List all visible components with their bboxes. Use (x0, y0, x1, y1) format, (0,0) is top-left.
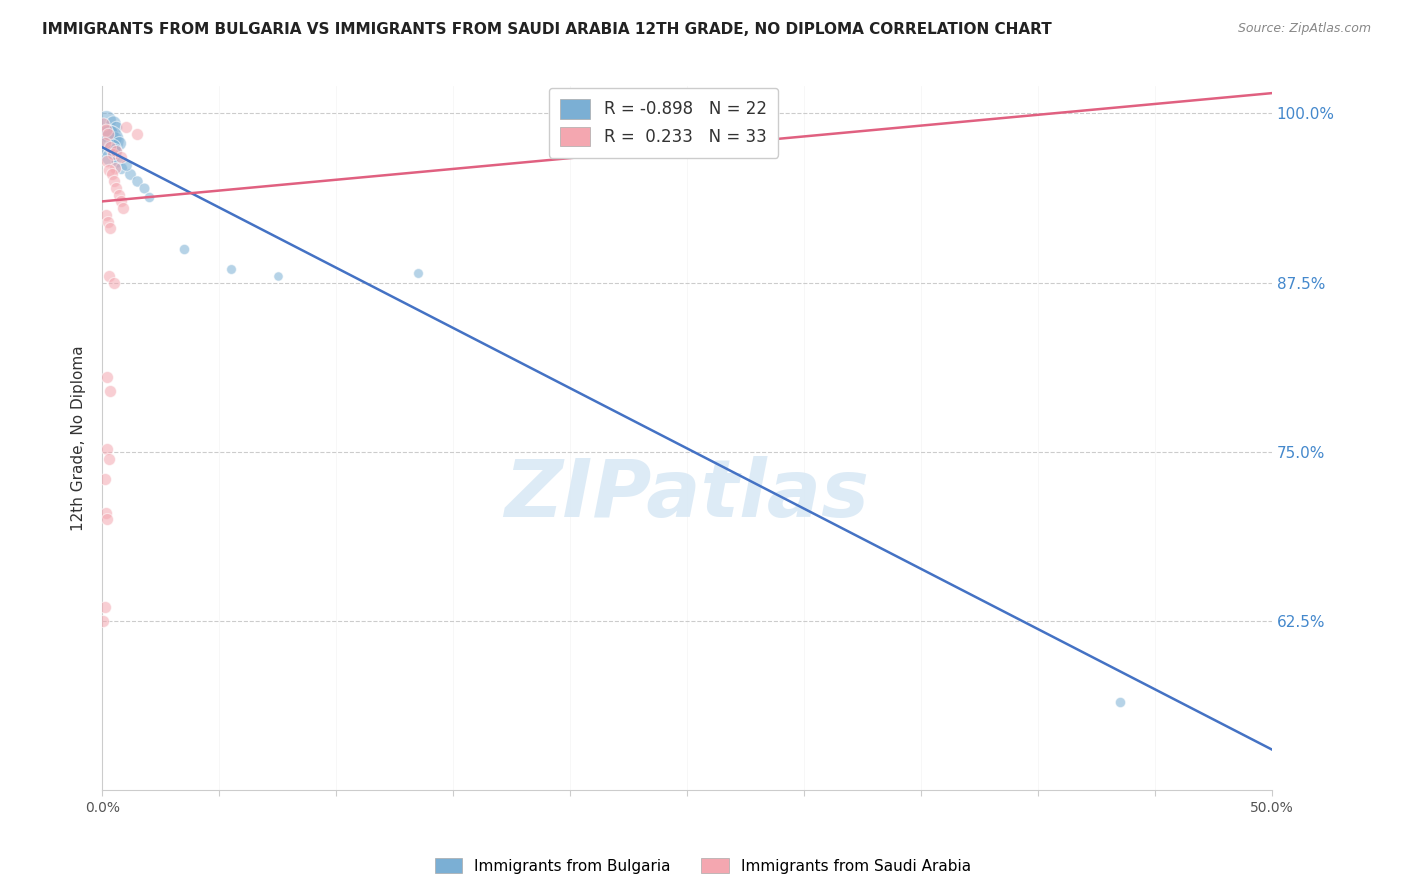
Point (219, 262, 242, 277)
Point (100, 221, 122, 235)
Point (104, 161, 127, 175)
Y-axis label: 12th Grade, No Diploma: 12th Grade, No Diploma (72, 345, 86, 531)
Point (110, 150, 132, 164)
Point (96, 442, 118, 456)
Point (127, 174, 149, 188)
Point (98, 163, 121, 178)
Point (406, 266, 429, 280)
Point (93, 117, 115, 131)
Point (103, 174, 125, 188)
Point (100, 384, 122, 398)
Point (110, 194, 132, 209)
Point (97, 215, 120, 229)
Point (101, 116, 124, 130)
Point (107, 187, 129, 202)
Point (120, 167, 142, 181)
Point (100, 167, 122, 181)
Point (103, 145, 125, 159)
Point (107, 136, 129, 151)
Point (94, 208, 117, 222)
Point (134, 181, 156, 195)
Point (173, 242, 195, 256)
Point (96, 370, 118, 384)
Point (114, 120, 136, 134)
Point (98, 127, 121, 141)
Point (105, 181, 128, 195)
Point (93, 472, 115, 486)
Point (96, 512, 118, 526)
Point (1108, 695, 1130, 709)
Point (107, 153, 129, 168)
Point (93, 614, 115, 628)
Point (94, 506, 117, 520)
Point (100, 140, 122, 154)
Point (266, 268, 288, 283)
Point (96, 113, 118, 128)
Point (114, 158, 136, 172)
Point (104, 130, 127, 145)
Point (97, 127, 120, 141)
Point (105, 120, 128, 134)
Point (97, 134, 120, 148)
Point (93, 600, 115, 615)
Legend: Immigrants from Bulgaria, Immigrants from Saudi Arabia: Immigrants from Bulgaria, Immigrants fro… (429, 852, 977, 880)
Text: Source: ZipAtlas.com: Source: ZipAtlas.com (1237, 22, 1371, 36)
Point (93, 136, 115, 151)
Text: ZIPatlas: ZIPatlas (505, 456, 869, 533)
Point (96, 153, 118, 168)
Text: IMMIGRANTS FROM BULGARIA VS IMMIGRANTS FROM SAUDI ARABIA 12TH GRADE, NO DIPLOMA : IMMIGRANTS FROM BULGARIA VS IMMIGRANTS F… (42, 22, 1052, 37)
Point (98, 451, 121, 466)
Point (98, 268, 121, 283)
Point (112, 201, 135, 215)
Point (138, 190, 160, 204)
Point (103, 276, 125, 290)
Point (105, 145, 128, 159)
Point (94, 122, 117, 136)
Point (101, 147, 124, 161)
Point (110, 161, 132, 175)
Legend: R = -0.898   N = 22, R =  0.233   N = 33: R = -0.898 N = 22, R = 0.233 N = 33 (548, 87, 779, 158)
Point (127, 127, 149, 141)
Point (100, 140, 122, 154)
Point (100, 150, 122, 164)
